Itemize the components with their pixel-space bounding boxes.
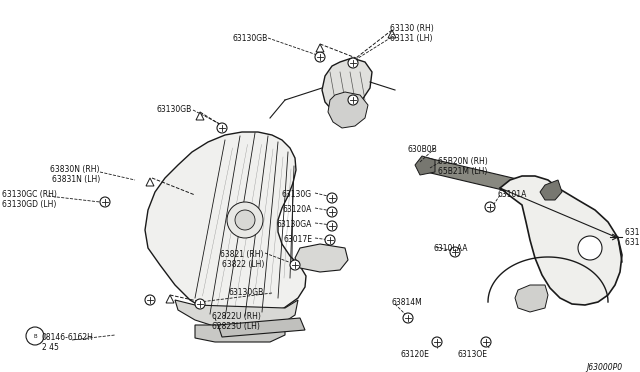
Circle shape xyxy=(325,235,335,245)
Text: 6313OE: 6313OE xyxy=(458,350,488,359)
Text: 63130GA: 63130GA xyxy=(276,220,312,229)
Polygon shape xyxy=(316,44,324,52)
Circle shape xyxy=(348,58,358,68)
Circle shape xyxy=(195,299,205,309)
Polygon shape xyxy=(196,112,204,120)
Circle shape xyxy=(432,337,442,347)
Circle shape xyxy=(578,236,602,260)
Text: J63000P0: J63000P0 xyxy=(586,363,622,372)
Text: 65B20N (RH)
65B21M (LH): 65B20N (RH) 65B21M (LH) xyxy=(438,157,488,176)
Text: 63814M: 63814M xyxy=(392,298,423,307)
Text: 63130GB: 63130GB xyxy=(233,34,268,43)
Text: 63830N (RH)
63831N (LH): 63830N (RH) 63831N (LH) xyxy=(51,165,100,185)
Text: 63130GB: 63130GB xyxy=(228,288,264,297)
Circle shape xyxy=(217,123,227,133)
Polygon shape xyxy=(175,300,298,330)
Polygon shape xyxy=(515,285,548,312)
Polygon shape xyxy=(295,244,348,272)
Text: 63130G: 63130G xyxy=(282,190,312,199)
Polygon shape xyxy=(145,132,306,318)
Circle shape xyxy=(327,193,337,203)
Text: 63120A: 63120A xyxy=(283,205,312,214)
Text: 63120E: 63120E xyxy=(401,350,429,359)
Circle shape xyxy=(315,52,325,62)
Circle shape xyxy=(290,260,300,270)
Text: 6310LAA: 6310LAA xyxy=(434,244,468,253)
Text: 63100 (RH)
63101 (LH): 63100 (RH) 63101 (LH) xyxy=(625,228,640,247)
Polygon shape xyxy=(166,295,174,303)
Polygon shape xyxy=(322,58,372,112)
Polygon shape xyxy=(146,178,154,186)
Text: 630B0B: 630B0B xyxy=(408,145,438,154)
Polygon shape xyxy=(418,158,555,200)
Text: 63130 (RH)
63131 (LH): 63130 (RH) 63131 (LH) xyxy=(390,24,434,44)
Polygon shape xyxy=(328,92,368,128)
Text: 63130GC (RH)
63130GD (LH): 63130GC (RH) 63130GD (LH) xyxy=(2,190,57,209)
Circle shape xyxy=(100,197,110,207)
Polygon shape xyxy=(388,30,396,38)
Circle shape xyxy=(485,202,495,212)
Circle shape xyxy=(481,337,491,347)
Polygon shape xyxy=(415,156,435,175)
Text: 08146-6162H
2 45: 08146-6162H 2 45 xyxy=(42,333,94,352)
Circle shape xyxy=(227,202,263,238)
Circle shape xyxy=(450,247,460,257)
Polygon shape xyxy=(540,180,562,200)
Text: 63130GB: 63130GB xyxy=(157,105,192,114)
Circle shape xyxy=(235,210,255,230)
Text: 63101A: 63101A xyxy=(498,190,527,199)
Circle shape xyxy=(327,207,337,217)
Polygon shape xyxy=(195,320,285,342)
Polygon shape xyxy=(500,176,622,305)
Text: 63821 (RH)
63822 (LH): 63821 (RH) 63822 (LH) xyxy=(221,250,264,269)
Polygon shape xyxy=(218,318,305,337)
Text: 62822U (RH)
62823U (LH): 62822U (RH) 62823U (LH) xyxy=(212,312,261,331)
Circle shape xyxy=(145,295,155,305)
Circle shape xyxy=(26,327,44,345)
Circle shape xyxy=(327,221,337,231)
Text: B: B xyxy=(33,334,37,339)
Circle shape xyxy=(348,95,358,105)
Text: 63017E: 63017E xyxy=(283,235,312,244)
Circle shape xyxy=(403,313,413,323)
